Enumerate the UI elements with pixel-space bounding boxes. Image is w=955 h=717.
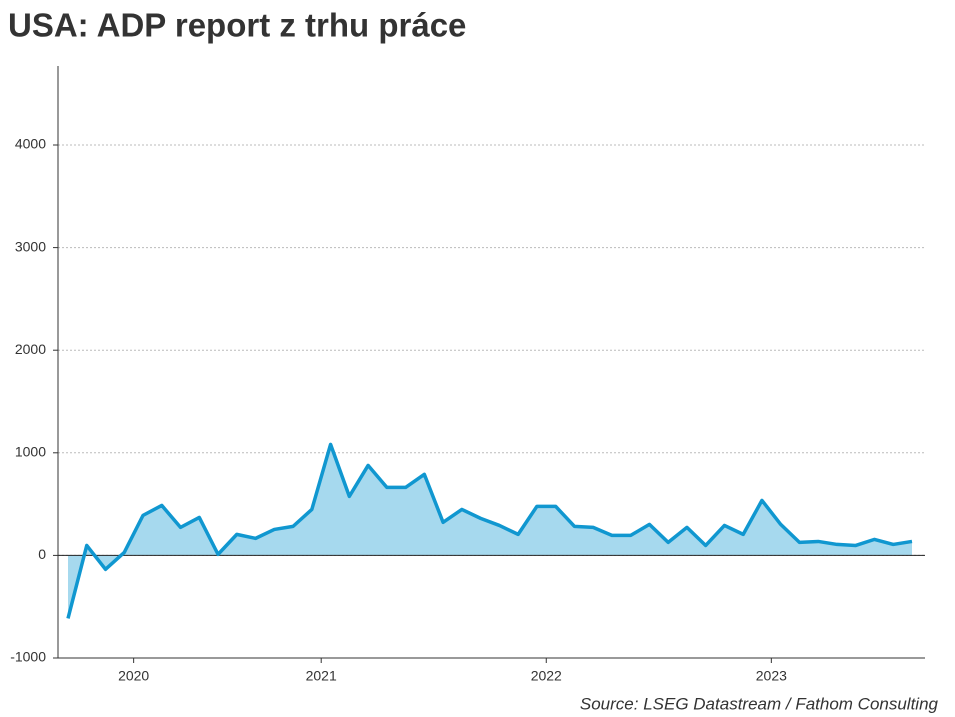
y-tick-label: 2000 (15, 341, 46, 357)
y-tick-label: 0 (38, 546, 46, 562)
area (68, 444, 912, 619)
x-tick-label: 2020 (118, 668, 149, 684)
y-tick-label: 4000 (15, 136, 46, 152)
y-tick-label: 1000 (15, 444, 46, 460)
line (66, 442, 913, 619)
x-tick-label: 2021 (306, 668, 337, 684)
x-tick-label: 2023 (756, 668, 787, 684)
y-tick-label: -1000 (10, 649, 46, 665)
y-tick-label: 3000 (15, 238, 46, 254)
x-tick-label: 2022 (531, 668, 562, 684)
source: Source: LSEG Datastream / Fathom Consult… (580, 694, 939, 713)
chart-title: USA: ADP report z trhu práce (8, 7, 466, 44)
